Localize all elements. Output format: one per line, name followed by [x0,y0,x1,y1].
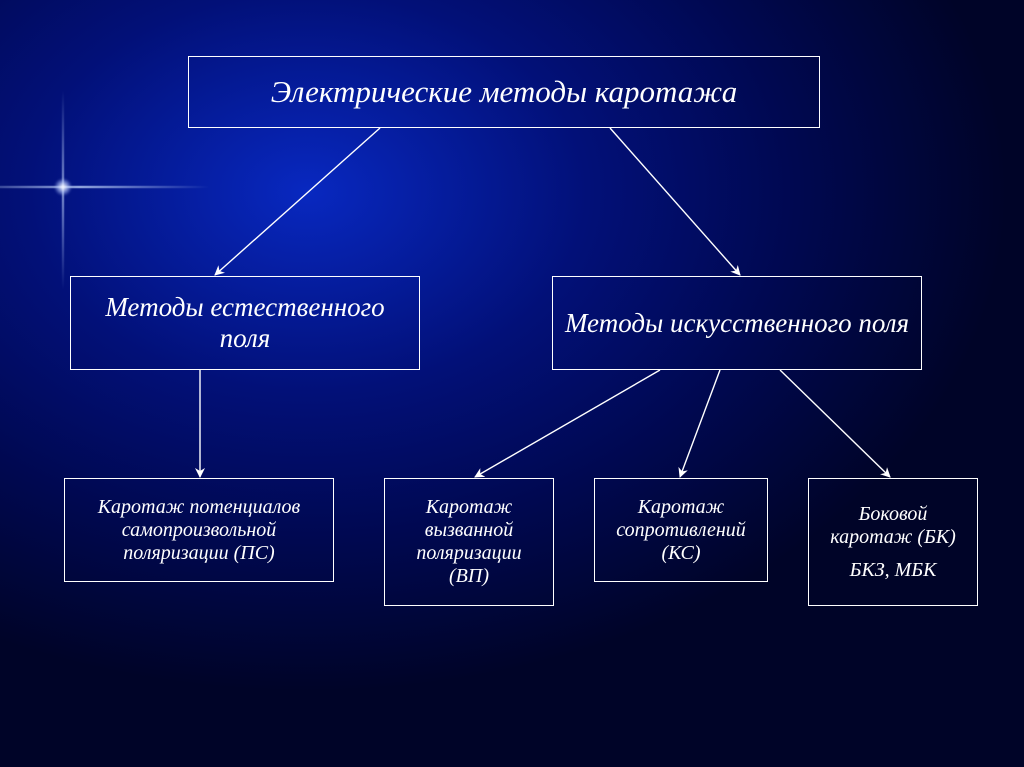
node-artificial-field-methods: Методы искусственного поля [552,276,922,370]
node-ps-logging: Каротаж потенциалов самопроизвольной пол… [64,478,334,582]
node-ks-label: Каротаж сопротивлений (КС) [605,496,757,565]
lens-flare-horizontal [0,186,210,188]
node-natural-field-methods: Методы естественного поля [70,276,420,370]
node-vp-label: Каротаж вызванной поляризации (ВП) [395,496,543,588]
node-vp-logging: Каротаж вызванной поляризации (ВП) [384,478,554,606]
node-ks-logging: Каротаж сопротивлений (КС) [594,478,768,582]
node-bk-logging: Боковой каротаж (БК) БКЗ, МБК [808,478,978,606]
node-natural-label: Методы естественного поля [81,292,409,354]
node-bk-sublabel: БКЗ, МБК [850,559,937,582]
lens-flare-core [54,178,72,196]
node-ps-label: Каротаж потенциалов самопроизвольной пол… [75,496,323,565]
node-root-label: Электрические методы каротажа [271,74,737,110]
node-root: Электрические методы каротажа [188,56,820,128]
node-bk-label: Боковой каротаж (БК) [819,503,967,549]
node-artificial-label: Методы искусственного поля [565,308,909,339]
lens-flare-vertical [62,90,64,290]
